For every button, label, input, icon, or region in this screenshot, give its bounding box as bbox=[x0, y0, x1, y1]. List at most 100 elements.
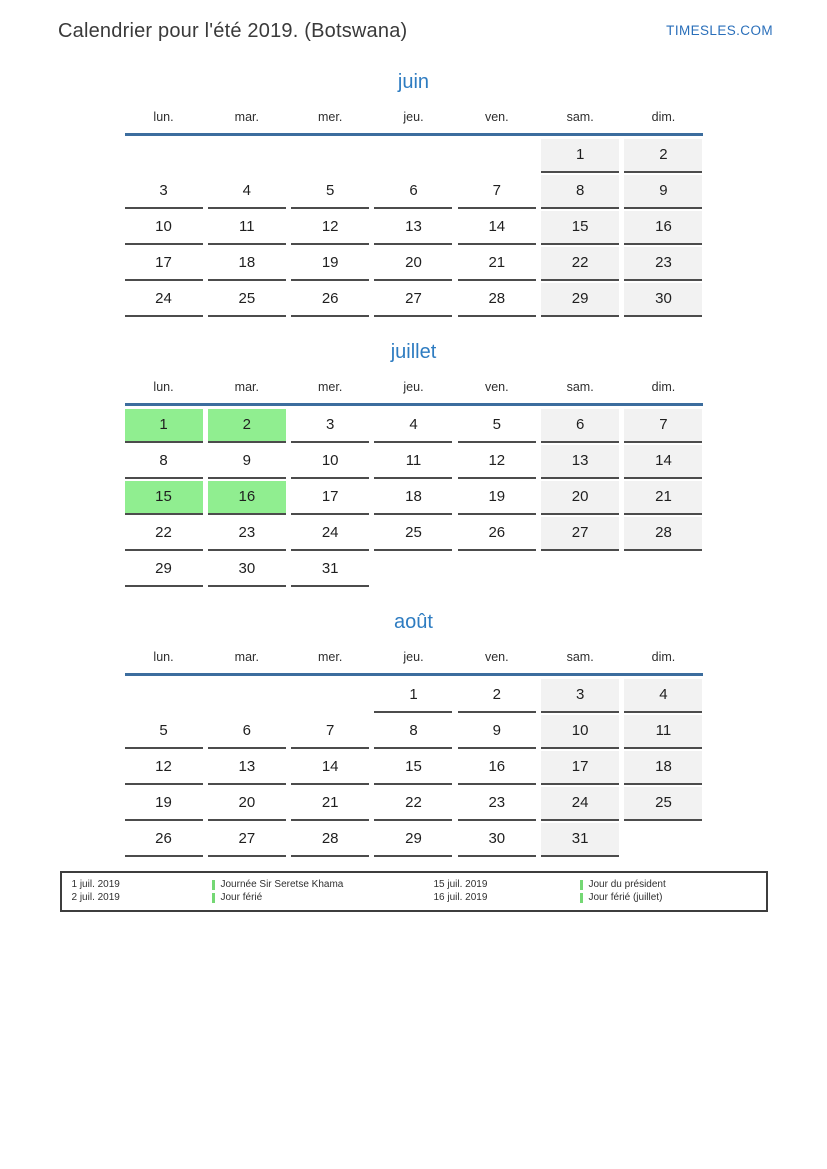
empty-cell bbox=[624, 823, 702, 857]
day-cell: 9 bbox=[207, 445, 286, 479]
day-cell: 29 bbox=[374, 823, 453, 857]
day-cell: 3 bbox=[124, 175, 203, 209]
legend-box: 1 juil. 2019 2 juil. 2019 Journée Sir Ser… bbox=[59, 871, 768, 912]
calendar-grid-july: 1 2 3 4 5 6 7 8 9 10 11 12 13 14 15 16 17 18 19 20 21 22 23 24 2… bbox=[124, 409, 703, 587]
weekend-day-cell: 11 bbox=[624, 715, 703, 749]
empty-cell bbox=[458, 553, 536, 587]
day-cell: 26 bbox=[124, 823, 203, 857]
weekend-day-cell: 6 bbox=[541, 409, 620, 443]
day-cell: 7 bbox=[291, 715, 370, 749]
month-title: juin bbox=[397, 71, 430, 93]
empty-cell bbox=[208, 139, 286, 173]
holiday-day-cell: 2 bbox=[207, 409, 286, 443]
day-cell: 3 bbox=[291, 409, 370, 443]
weekday-header-row: lun. mar. mer. jeu. ven. sam. dim. bbox=[125, 379, 703, 395]
day-cell: 17 bbox=[291, 481, 370, 515]
weekday-label: sam. bbox=[566, 650, 594, 664]
weekend-day-cell: 13 bbox=[541, 445, 620, 479]
weekend-day-cell: 18 bbox=[624, 751, 703, 785]
weekday-label: dim. bbox=[651, 110, 676, 124]
day-cell: 20 bbox=[207, 787, 286, 821]
holiday-day-cell: 1 bbox=[124, 409, 203, 443]
site-link[interactable]: TIMESLES.COM bbox=[666, 23, 773, 38]
legend-dates-group-2: 15 juil. 2019 16 juil. 2019 bbox=[434, 878, 580, 904]
day-cell: 18 bbox=[207, 247, 286, 281]
weekend-day-cell: 3 bbox=[541, 679, 620, 713]
empty-cell bbox=[125, 679, 203, 713]
weekend-day-cell: 15 bbox=[541, 211, 620, 245]
weekend-day-cell: 21 bbox=[624, 481, 703, 515]
day-cell: 7 bbox=[457, 175, 536, 209]
legend-labels-group-1: Journée Sir Seretse Khama Jour férié bbox=[211, 878, 434, 904]
empty-cell bbox=[374, 139, 452, 173]
day-cell: 22 bbox=[374, 787, 453, 821]
weekday-label: mar. bbox=[234, 380, 259, 394]
header-rule-divider bbox=[124, 403, 703, 406]
day-cell: 10 bbox=[291, 445, 370, 479]
weekday-label: mer. bbox=[318, 650, 343, 664]
legend-dates-group-1: 1 juil. 2019 2 juil. 2019 bbox=[72, 878, 212, 904]
weekday-header-row: lun. mar. mer. jeu. ven. sam. dim. bbox=[125, 109, 703, 125]
day-cell: 5 bbox=[124, 715, 203, 749]
day-cell: 11 bbox=[207, 211, 286, 245]
day-cell: 12 bbox=[124, 751, 203, 785]
day-cell: 24 bbox=[291, 517, 370, 551]
weekday-label: sam. bbox=[566, 380, 594, 394]
day-cell: 8 bbox=[124, 445, 203, 479]
weekday-label: lun. bbox=[153, 380, 174, 394]
empty-cell bbox=[541, 553, 619, 587]
day-cell: 30 bbox=[207, 553, 286, 587]
weekday-label: mar. bbox=[234, 650, 259, 664]
weekend-day-cell: 25 bbox=[624, 787, 703, 821]
day-cell: 31 bbox=[291, 553, 370, 587]
day-cell: 21 bbox=[457, 247, 536, 281]
weekday-label: lun. bbox=[153, 110, 174, 124]
day-cell: 22 bbox=[124, 517, 203, 551]
weekday-label: lun. bbox=[153, 650, 174, 664]
day-cell: 19 bbox=[457, 481, 536, 515]
weekday-header-row: lun. mar. mer. jeu. ven. sam. dim. bbox=[125, 649, 703, 665]
weekday-label: ven. bbox=[484, 650, 509, 664]
weekday-label: mer. bbox=[318, 110, 343, 124]
month-title: juillet bbox=[390, 341, 437, 363]
day-cell: 16 bbox=[457, 751, 536, 785]
day-cell: 19 bbox=[291, 247, 370, 281]
weekend-day-cell: 2 bbox=[624, 139, 703, 173]
calendar-grid-august: 1 2 3 4 5 6 7 8 9 10 11 12 13 14 15 16 17 18 19 20 21 22 23 24 2… bbox=[124, 679, 703, 857]
weekend-day-cell: 9 bbox=[624, 175, 703, 209]
empty-cell bbox=[291, 139, 369, 173]
legend-date: 2 juil. 2019 bbox=[71, 892, 120, 903]
month-title: août bbox=[394, 611, 433, 633]
legend-color-bar-icon bbox=[211, 892, 215, 903]
weekend-day-cell: 28 bbox=[624, 517, 703, 551]
empty-cell bbox=[374, 553, 452, 587]
day-cell: 29 bbox=[124, 553, 203, 587]
day-cell: 23 bbox=[207, 517, 286, 551]
weekday-label: ven. bbox=[484, 380, 509, 394]
legend-label-text: Jour férié (juillet) bbox=[588, 892, 663, 903]
weekend-day-cell: 27 bbox=[541, 517, 620, 551]
day-cell: 17 bbox=[124, 247, 203, 281]
day-cell: 6 bbox=[374, 175, 453, 209]
weekend-day-cell: 30 bbox=[624, 283, 703, 317]
weekday-label: dim. bbox=[651, 380, 676, 394]
holiday-day-cell: 16 bbox=[207, 481, 286, 515]
day-cell: 18 bbox=[374, 481, 453, 515]
page-title: Calendrier pour l'été 2019. (Botswana) bbox=[58, 20, 408, 42]
day-cell: 6 bbox=[207, 715, 286, 749]
day-cell: 25 bbox=[207, 283, 286, 317]
legend-date: 1 juil. 2019 bbox=[71, 879, 120, 890]
weekday-label: mer. bbox=[318, 380, 343, 394]
weekday-label: sam. bbox=[566, 110, 594, 124]
legend-label-text: Journée Sir Seretse Khama bbox=[220, 879, 344, 890]
legend-color-bar-icon bbox=[579, 879, 583, 890]
weekend-day-cell: 24 bbox=[541, 787, 620, 821]
day-cell: 13 bbox=[207, 751, 286, 785]
header-rule-divider bbox=[124, 673, 703, 676]
day-cell: 12 bbox=[291, 211, 370, 245]
header-rule-divider bbox=[124, 133, 703, 136]
day-cell: 20 bbox=[374, 247, 453, 281]
